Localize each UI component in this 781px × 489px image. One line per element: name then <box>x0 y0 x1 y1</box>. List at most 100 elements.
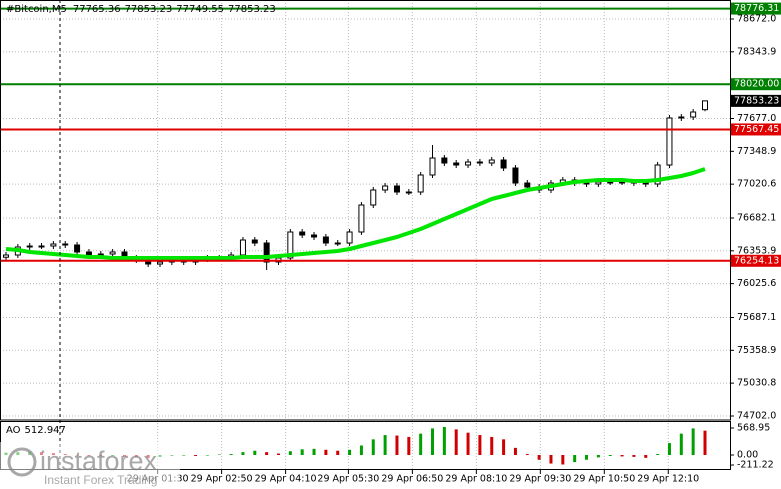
candle-body <box>595 181 602 185</box>
candle-body <box>251 239 258 244</box>
candle-body <box>26 245 33 248</box>
x-tick-label: 29 Apr 06:50 <box>381 474 443 485</box>
watermark-tagline: Instant Forex Trading <box>44 473 157 487</box>
level-label-box <box>731 2 781 15</box>
candle-body <box>512 167 519 184</box>
y-tick-label: 75687.1 <box>737 312 776 323</box>
oscillator-bar <box>419 433 423 455</box>
watermark-backdrop <box>0 442 180 489</box>
level-label: 77567.45 <box>734 124 779 135</box>
moving-average <box>5 167 706 260</box>
candle-body <box>654 164 661 185</box>
candle-body <box>405 191 412 194</box>
oscillator-bar <box>312 448 316 455</box>
oscillator-header: AO 512.947 <box>6 425 66 436</box>
candle-body <box>239 239 246 256</box>
oscillator-bar <box>288 451 292 455</box>
watermark: instaforex Instant Forex Trading <box>0 442 180 489</box>
oscillator-bar <box>656 454 660 455</box>
candle-body <box>429 157 436 176</box>
candle-body <box>346 231 353 244</box>
oscillator-bar <box>525 454 529 455</box>
oscillator-bar <box>703 430 707 455</box>
oscillator-bar <box>229 454 233 455</box>
oscillator-bar <box>513 447 517 455</box>
oscillator-bar <box>478 435 482 455</box>
oscillator-bar <box>253 450 257 455</box>
x-tick-label: 29 Apr 10:50 <box>573 474 635 485</box>
candle-body <box>311 234 318 238</box>
candle-body <box>85 251 92 256</box>
oscillator-bar <box>442 426 446 455</box>
oscillator-bar <box>205 454 209 456</box>
oscillator-tick-label: 0.00 <box>737 449 758 460</box>
oscillator-bar <box>561 454 565 465</box>
oscillator-bar <box>276 453 280 455</box>
oscillator-bar <box>585 454 589 460</box>
y-tick-label: 74702.0 <box>737 411 776 422</box>
oscillator-bar <box>691 428 695 455</box>
oscillator-bar <box>265 452 269 455</box>
x-tick-label: 29 Apr 05:30 <box>317 474 379 485</box>
oscillator-bar <box>466 432 470 455</box>
candle-body <box>690 111 697 118</box>
level-label-box <box>731 78 781 91</box>
last-price-box <box>731 94 781 107</box>
watermark-brand: instaforex <box>40 446 158 476</box>
x-tick-label: 29 Apr 12:10 <box>637 474 699 485</box>
candle-body <box>3 254 9 258</box>
oscillator-bar <box>632 454 636 457</box>
x-tick-label: 29 Apr 02:50 <box>191 474 253 485</box>
oscillator-bar <box>454 429 458 455</box>
candle-body <box>702 100 708 111</box>
oscillator-tick-label: -211.22 <box>737 460 774 471</box>
candle-body <box>74 244 81 253</box>
oscillator-bar <box>502 439 506 455</box>
oscillator-bar <box>549 454 553 464</box>
y-tick-label: 77348.9 <box>737 146 776 157</box>
level-label: 78020.00 <box>734 79 779 90</box>
candle-body <box>287 231 294 259</box>
oscillator-bar <box>359 445 363 455</box>
candle-body <box>607 181 614 184</box>
main-frame <box>0 0 731 421</box>
x-tick-label: 29 Apr 08:10 <box>445 474 507 485</box>
candle-body <box>382 185 389 191</box>
candle-body <box>666 117 673 166</box>
y-tick-label: 77677.0 <box>737 113 776 124</box>
candle-body <box>488 159 495 164</box>
chart-header: #Bitcoin,M5 77765.36 77853.23 77749.55 77853… <box>6 4 276 15</box>
oscillator-bar <box>608 454 612 456</box>
oscillator-bar <box>679 433 683 455</box>
x-tick-label: 29 Apr 04:10 <box>255 474 317 485</box>
oscillator-bar <box>336 450 340 455</box>
candle-body <box>453 162 460 166</box>
y-tick-label: 75030.8 <box>737 378 776 389</box>
oscillator-bar <box>644 454 648 458</box>
oscillator-bar <box>371 439 375 455</box>
level-label-box <box>731 123 781 136</box>
oscillator-bar <box>407 436 411 455</box>
candle-body <box>97 253 104 256</box>
oscillator-bar <box>324 449 328 455</box>
candle-body <box>678 116 685 119</box>
last-price-label: 77853.23 <box>734 95 779 106</box>
y-tick-label: 76353.9 <box>737 245 776 256</box>
oscillator-bar <box>194 454 198 456</box>
plot <box>0 7 730 465</box>
candle-body <box>358 204 365 233</box>
oscillator-bar <box>573 454 577 463</box>
candle-body <box>524 182 531 188</box>
grid <box>0 0 730 470</box>
y-tick-label: 75358.9 <box>737 345 776 356</box>
oscillator-bar <box>395 435 399 455</box>
axis: 78672.0 78343.9 77677.0 77348.9 77020.6 76682… <box>127 2 781 485</box>
candle-body <box>417 174 424 193</box>
oscillator-bar <box>490 436 494 455</box>
oscillator-bar <box>537 454 541 460</box>
y-tick-label: 77020.6 <box>737 179 776 190</box>
oscillator-bar <box>348 449 352 455</box>
last-low: 77749.55 <box>176 4 224 15</box>
oscillator-bar <box>667 443 671 455</box>
